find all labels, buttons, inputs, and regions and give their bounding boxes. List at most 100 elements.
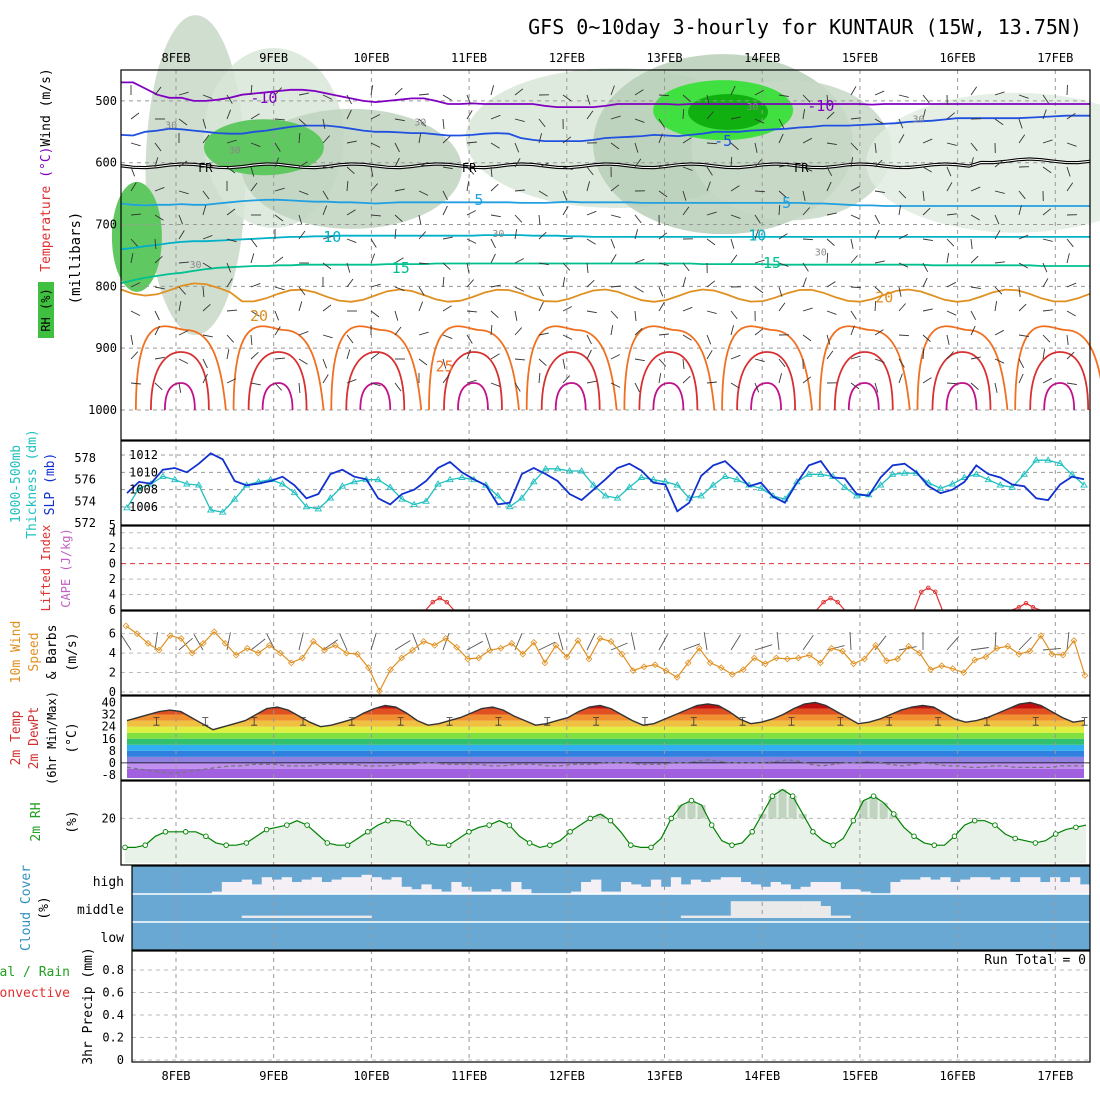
cloud-high-gap — [461, 886, 472, 894]
temp-band — [127, 732, 1084, 739]
isotherm-35-loop — [359, 382, 392, 411]
date-label-bottom: 17FEB — [1037, 1069, 1073, 1083]
thickness-tick: 572 — [74, 516, 96, 530]
cloud-middle-gap — [261, 915, 273, 918]
contour-label: 5 — [782, 194, 791, 212]
wind-barb — [154, 325, 160, 336]
pressure-tick: 900 — [95, 341, 117, 355]
wind-speed-point — [464, 655, 472, 663]
contour-label: 5 — [474, 191, 483, 209]
wind-barb — [922, 238, 933, 242]
wind-barb — [754, 142, 758, 153]
wind-barb — [466, 262, 470, 273]
wind-barb — [490, 284, 501, 288]
cloud-high-gap — [1000, 877, 1011, 894]
axis-title-part: SLP — [43, 492, 58, 516]
wind-speed-point — [387, 666, 394, 674]
wind-speed-point — [640, 663, 648, 671]
wind-barb — [634, 258, 645, 264]
wind-barb — [778, 233, 788, 240]
wind-barb — [274, 382, 283, 391]
wind-barb — [754, 89, 765, 96]
rh-point — [486, 822, 492, 828]
wind-barb — [730, 382, 740, 389]
wind-barb — [1018, 286, 1021, 297]
cloud-high-gap — [451, 882, 462, 894]
wind-speed-point — [420, 638, 428, 645]
wind-barb — [1066, 351, 1075, 360]
contour-label: 15 — [763, 254, 781, 272]
wind-barb — [874, 260, 885, 264]
date-label-top: 16FEB — [940, 51, 976, 65]
cloud-high-gap — [421, 884, 432, 894]
axis-title-part: 10m Wind — [9, 621, 24, 684]
thickness-point — [948, 480, 957, 487]
wind-barb — [226, 378, 237, 384]
wind-barb — [658, 133, 663, 144]
minmax-bar — [495, 717, 502, 726]
minmax-bar — [886, 717, 893, 726]
wind-barb — [130, 112, 140, 120]
wind-barb — [322, 334, 333, 339]
wind-barb — [730, 310, 738, 320]
li-point — [933, 589, 938, 595]
cloud-high-gap — [920, 877, 931, 894]
temp-tick: 16 — [102, 732, 116, 746]
thickness-point — [996, 481, 1005, 488]
wind-barb — [970, 286, 981, 290]
precip-tick: 0.4 — [102, 1008, 124, 1022]
wind-barb — [538, 286, 544, 297]
wind-barb — [994, 230, 1001, 240]
wind-barb — [586, 310, 597, 314]
thickness-point — [446, 475, 454, 483]
wind-speed-point — [1004, 642, 1012, 650]
slp-tick: 1006 — [129, 500, 158, 514]
cloud-middle-gap — [770, 901, 781, 918]
wind-barb — [490, 382, 501, 388]
wind-speed-point — [453, 643, 461, 651]
axis-title: Cloud Cover — [19, 865, 34, 951]
wind-barb — [994, 329, 1005, 336]
wind-barb — [922, 348, 925, 360]
thickness-point — [422, 497, 430, 504]
wind-speed-point — [861, 655, 868, 663]
temp-band — [127, 744, 1084, 751]
cloud-high-gap — [930, 879, 941, 894]
wind-barb-10m — [266, 633, 276, 651]
isotherm-30-loop — [345, 351, 406, 411]
isotherm-25-loop — [818, 325, 911, 411]
wind-barb — [730, 214, 741, 219]
wind-barb — [898, 190, 907, 199]
wind-barb — [490, 253, 496, 264]
thickness-point — [984, 475, 993, 483]
wind-barb — [538, 358, 547, 367]
cloud-high-gap — [840, 889, 851, 894]
wind-barb — [922, 377, 932, 384]
axis-title-part: (°C) — [65, 722, 80, 753]
wind-barb — [346, 349, 351, 360]
minmax-bar — [202, 717, 209, 726]
rh-point — [769, 793, 776, 799]
wind-barb — [970, 310, 977, 321]
minmax-bar — [446, 717, 453, 726]
wind-barb — [274, 142, 281, 152]
isotherm-25-loop — [623, 325, 716, 411]
cloud-middle-gap — [321, 915, 332, 918]
wind-barb — [634, 118, 645, 123]
wind-barb — [802, 94, 811, 103]
wind-barb-10m — [466, 640, 483, 651]
wind-barb — [730, 354, 741, 360]
wind-barb — [682, 190, 687, 201]
wind-barb — [250, 382, 261, 386]
wind-barb — [130, 310, 141, 316]
wind-barb — [298, 230, 306, 240]
wind-barb — [682, 166, 693, 171]
wind-speed-point — [1026, 647, 1034, 655]
thickness-point — [960, 473, 969, 480]
rh-point — [971, 817, 978, 824]
cloud-high-gap — [441, 891, 452, 894]
wind-barb — [874, 329, 884, 336]
thickness-point — [553, 464, 562, 472]
date-label-top: 17FEB — [1037, 51, 1073, 65]
cloud-high-gap — [910, 879, 921, 894]
